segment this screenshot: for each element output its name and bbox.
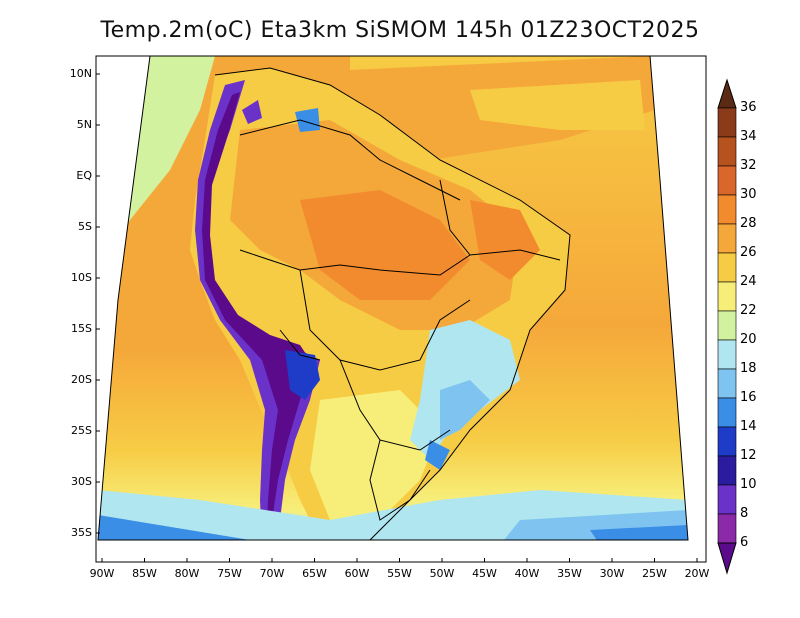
map-title: Temp.2m(oC) Eta3km SiSMOM 145h 01Z23OCT2… bbox=[100, 18, 700, 43]
colorbar-label: 14 bbox=[740, 419, 757, 434]
lon-label: 25W bbox=[642, 567, 667, 580]
lon-label: 20W bbox=[684, 567, 710, 580]
axes-box bbox=[95, 55, 707, 563]
colorbar-segment bbox=[717, 426, 737, 457]
lon-label: 55W bbox=[387, 567, 412, 580]
colorbar-segment bbox=[717, 513, 737, 544]
axis-ticks bbox=[96, 73, 698, 562]
lat-label: 5N bbox=[76, 118, 92, 131]
lon-label: 60W bbox=[344, 567, 370, 580]
lon-label: 75W bbox=[217, 567, 242, 580]
colorbar-segment bbox=[717, 368, 737, 399]
colorbar-label: 8 bbox=[740, 506, 749, 521]
colorbar-label: 32 bbox=[740, 158, 757, 173]
colorbar-segment bbox=[717, 194, 737, 225]
colorbar-label: 30 bbox=[740, 187, 757, 202]
colorbar-label: 16 bbox=[740, 390, 757, 405]
colorbar-label: 10 bbox=[740, 477, 757, 492]
lat-label: 10N bbox=[69, 67, 92, 80]
lon-label: 80W bbox=[174, 567, 200, 580]
country-borders bbox=[214, 67, 571, 541]
lat-label: 35S bbox=[71, 526, 92, 539]
colorbar-label: 22 bbox=[740, 303, 757, 318]
lat-label: 15S bbox=[71, 322, 92, 335]
lon-label: 35W bbox=[557, 567, 582, 580]
colorbar-label: 36 bbox=[740, 100, 757, 115]
colorbar-label: 34 bbox=[740, 129, 757, 144]
lat-label: 20S bbox=[71, 373, 92, 386]
colorbar-label: 12 bbox=[740, 448, 757, 463]
colorbar-top-arrow bbox=[717, 78, 737, 109]
lat-label: 5S bbox=[78, 220, 92, 233]
colorbar bbox=[717, 78, 737, 575]
colorbar-label: 24 bbox=[740, 274, 757, 289]
lat-label: 30S bbox=[71, 475, 92, 488]
colorbar-segment bbox=[717, 136, 737, 167]
colorbar-label: 6 bbox=[740, 535, 749, 550]
lon-label: 70W bbox=[259, 567, 285, 580]
lat-label: 10S bbox=[71, 271, 92, 284]
lon-label: 85W bbox=[132, 567, 157, 580]
colorbar-segment bbox=[717, 252, 737, 283]
lon-label: 50W bbox=[429, 567, 455, 580]
lon-label: 45W bbox=[472, 567, 497, 580]
colorbar-segment bbox=[717, 281, 737, 312]
lon-label: 65W bbox=[302, 567, 327, 580]
colorbar-label: 20 bbox=[740, 332, 757, 347]
lon-label: 30W bbox=[599, 567, 625, 580]
colorbar-segment bbox=[717, 397, 737, 428]
colorbar-label: 28 bbox=[740, 216, 757, 231]
colorbar-segment bbox=[717, 107, 737, 138]
colorbar-label: 26 bbox=[740, 245, 757, 260]
colorbar-segment bbox=[717, 455, 737, 486]
colorbar-segment bbox=[717, 165, 737, 196]
colorbar-segment bbox=[717, 223, 737, 254]
colorbar-segment bbox=[717, 339, 737, 370]
lon-label: 90W bbox=[89, 567, 115, 580]
colorbar-label: 18 bbox=[740, 361, 757, 376]
colorbar-segment bbox=[717, 484, 737, 515]
colorbar-bottom-arrow bbox=[717, 542, 737, 575]
lat-label: EQ bbox=[76, 169, 92, 182]
temperature-field bbox=[98, 56, 688, 540]
lat-label: 25S bbox=[71, 424, 92, 437]
colorbar-segment bbox=[717, 310, 737, 341]
lon-label: 40W bbox=[514, 567, 540, 580]
